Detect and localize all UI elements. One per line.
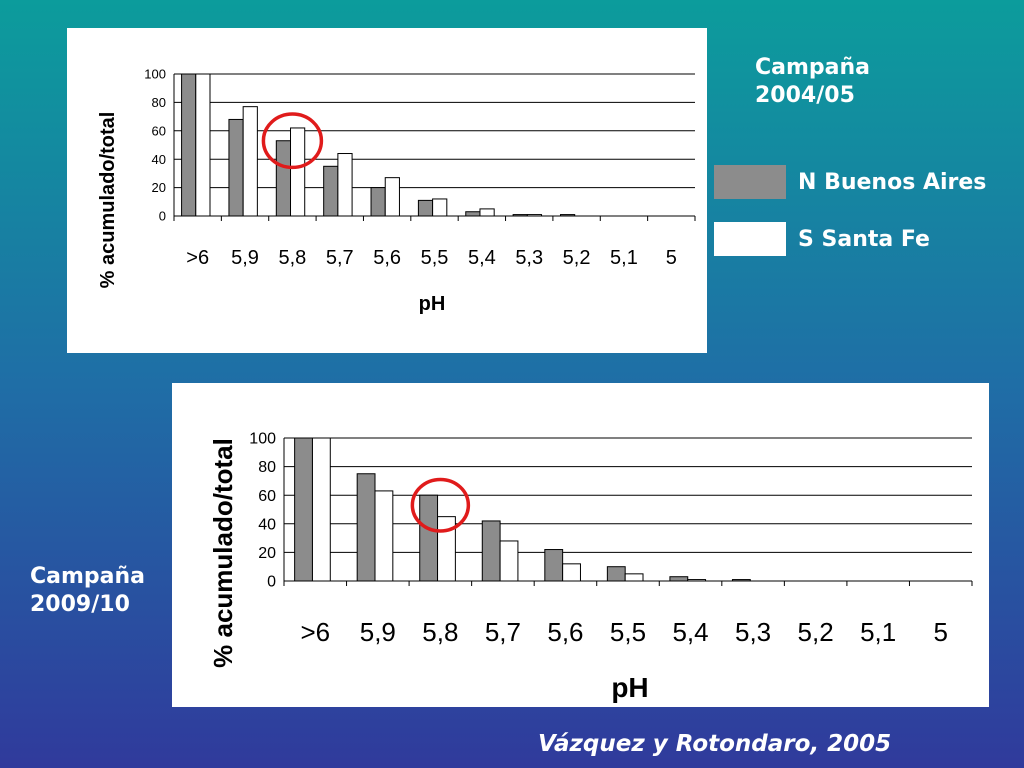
chart1-bar-n-buenos-aires (370, 187, 386, 217)
legend-label-n-buenos-aires: N Buenos Aires (798, 169, 987, 195)
legend-item-s-santa-fe: S Santa Fe (714, 222, 930, 256)
legend-item-n-buenos-aires: N Buenos Aires (714, 165, 986, 199)
chart1-ytick-label: 60 (152, 123, 166, 138)
campaign-2009-10-line1: Campaña (30, 564, 146, 589)
chart2-ytick-label: 0 (267, 574, 276, 591)
chart2-x-axis-title: pH (611, 672, 648, 703)
chart1-ytick-label: 100 (144, 67, 166, 82)
chart2-category-label: >6 (300, 617, 330, 647)
chart1-bar-n-buenos-aires (465, 211, 481, 217)
chart2-bar-n-buenos-aires (419, 494, 439, 582)
chart2-ytick-label: 80 (258, 459, 276, 476)
chart2-category-label: 5 (933, 617, 947, 647)
chart2-ytick-label: 60 (258, 488, 276, 505)
chart1-bar-s-santa-fe (195, 73, 211, 217)
chart1-ytick-label: 40 (152, 152, 166, 167)
chart1-bar-s-santa-fe (384, 177, 400, 217)
chart1-category-label: 5,3 (515, 247, 543, 269)
chart2-bar-s-santa-fe (499, 540, 519, 582)
chart2-category-label: 5,8 (422, 617, 458, 647)
chart1-category-label: 5,8 (279, 247, 307, 269)
chart-2004-05: 0 20 40 60 80 100 >6 5,9 5,8 5,7 5,6 5,5 5,4 5,3 5,2 5,… (67, 28, 707, 353)
chart1-category-label: 5,6 (373, 247, 401, 269)
campaign-2004-05-label: Campaña 2004/05 (755, 54, 870, 109)
citation: Vázquez y Rotondaro, 2005 (538, 731, 892, 757)
legend-label-s-santa-fe: S Santa Fe (798, 226, 930, 252)
chart1-bar-n-buenos-aires (228, 118, 244, 217)
chart1-ytick-label: 20 (152, 180, 166, 195)
chart2-bar-n-buenos-aires (544, 549, 564, 582)
chart1-category-label: 5,7 (326, 247, 354, 269)
chart1-bar-s-santa-fe (432, 198, 448, 217)
chart2-ytick-label: 20 (258, 545, 276, 562)
chart1-bar-s-santa-fe (479, 208, 495, 217)
chart2-bar-s-santa-fe (374, 490, 394, 582)
chart1-highlight-circle (261, 112, 324, 170)
chart1-bar-n-buenos-aires (275, 140, 292, 217)
chart1-ytick-label: 0 (159, 209, 166, 224)
chart1-x-axis-title: pH (419, 293, 446, 315)
chart1-bar-s-santa-fe (337, 153, 353, 217)
legend-swatch-n-buenos-aires (714, 165, 786, 199)
chart1-bar-s-santa-fe (242, 106, 258, 217)
chart2-category-label: 5,7 (485, 617, 521, 647)
chart2-category-label: 5,1 (860, 617, 896, 647)
chart2-category-label: 5,6 (547, 617, 583, 647)
chart-2009-10-svg: 0 20 40 60 80 100 >6 5,9 5,8 5,7 5,6 5,5 5,4 5,3 5,2 5,… (208, 431, 973, 703)
chart2-category-label: 5,3 (735, 617, 771, 647)
chart2-bar-n-buenos-aires (606, 566, 626, 582)
chart1-ytick-label: 80 (152, 95, 166, 110)
chart2-category-label: 5,4 (672, 617, 708, 647)
chart2-category-label: 5,9 (360, 617, 396, 647)
chart2-bar-n-buenos-aires (481, 520, 501, 582)
campaign-2009-10-label: Campaña 2009/10 (30, 563, 145, 618)
chart2-category-label: 5,5 (610, 617, 646, 647)
chart1-bar-n-buenos-aires (181, 73, 197, 217)
chart1-category-label: 5,4 (468, 247, 496, 269)
chart2-y-axis-title: % acumulado/total (208, 438, 238, 668)
chart2-highlight-circle (410, 477, 471, 533)
legend-swatch-s-santa-fe (714, 222, 786, 256)
campaign-2004-05-line2: 2004/05 (755, 82, 855, 108)
chart2-bar-n-buenos-aires (294, 437, 313, 582)
chart2-bar-n-buenos-aires (669, 576, 689, 582)
chart1-y-axis-title: % acumulado/total (97, 112, 119, 289)
chart-2004-05-svg: 0 20 40 60 80 100 >6 5,9 5,8 5,7 5,6 5,5 5,4 5,3 5,2 5,… (97, 67, 696, 315)
chart1-bar-s-santa-fe (290, 127, 306, 217)
chart2-ytick-label: 40 (258, 516, 276, 533)
chart1-category-label: 5,1 (610, 247, 638, 269)
chart2-bar-s-santa-fe (311, 437, 331, 582)
chart1-category-label: 5,9 (231, 247, 259, 269)
chart1-category-label: 5 (666, 247, 677, 269)
chart2-category-label: 5,2 (798, 617, 834, 647)
chart2-bar-n-buenos-aires (356, 473, 376, 582)
chart1-category-label: 5,2 (563, 247, 591, 269)
chart-2009-10: 0 20 40 60 80 100 >6 5,9 5,8 5,7 5,6 5,5 5,4 5,3 5,2 5,… (172, 383, 989, 707)
chart2-ytick-label: 100 (249, 431, 276, 448)
chart1-bar-n-buenos-aires (323, 165, 339, 217)
chart2-bar-s-santa-fe (562, 563, 581, 582)
chart2-bar-s-santa-fe (624, 573, 644, 582)
chart1-category-label: 5,5 (421, 247, 449, 269)
chart1-bar-n-buenos-aires (417, 199, 434, 217)
chart2-bar-s-santa-fe (437, 516, 456, 582)
campaign-2009-10-line2: 2009/10 (30, 591, 130, 617)
chart1-category-label: >6 (186, 247, 209, 269)
campaign-2004-05-line1: Campaña (755, 55, 871, 80)
